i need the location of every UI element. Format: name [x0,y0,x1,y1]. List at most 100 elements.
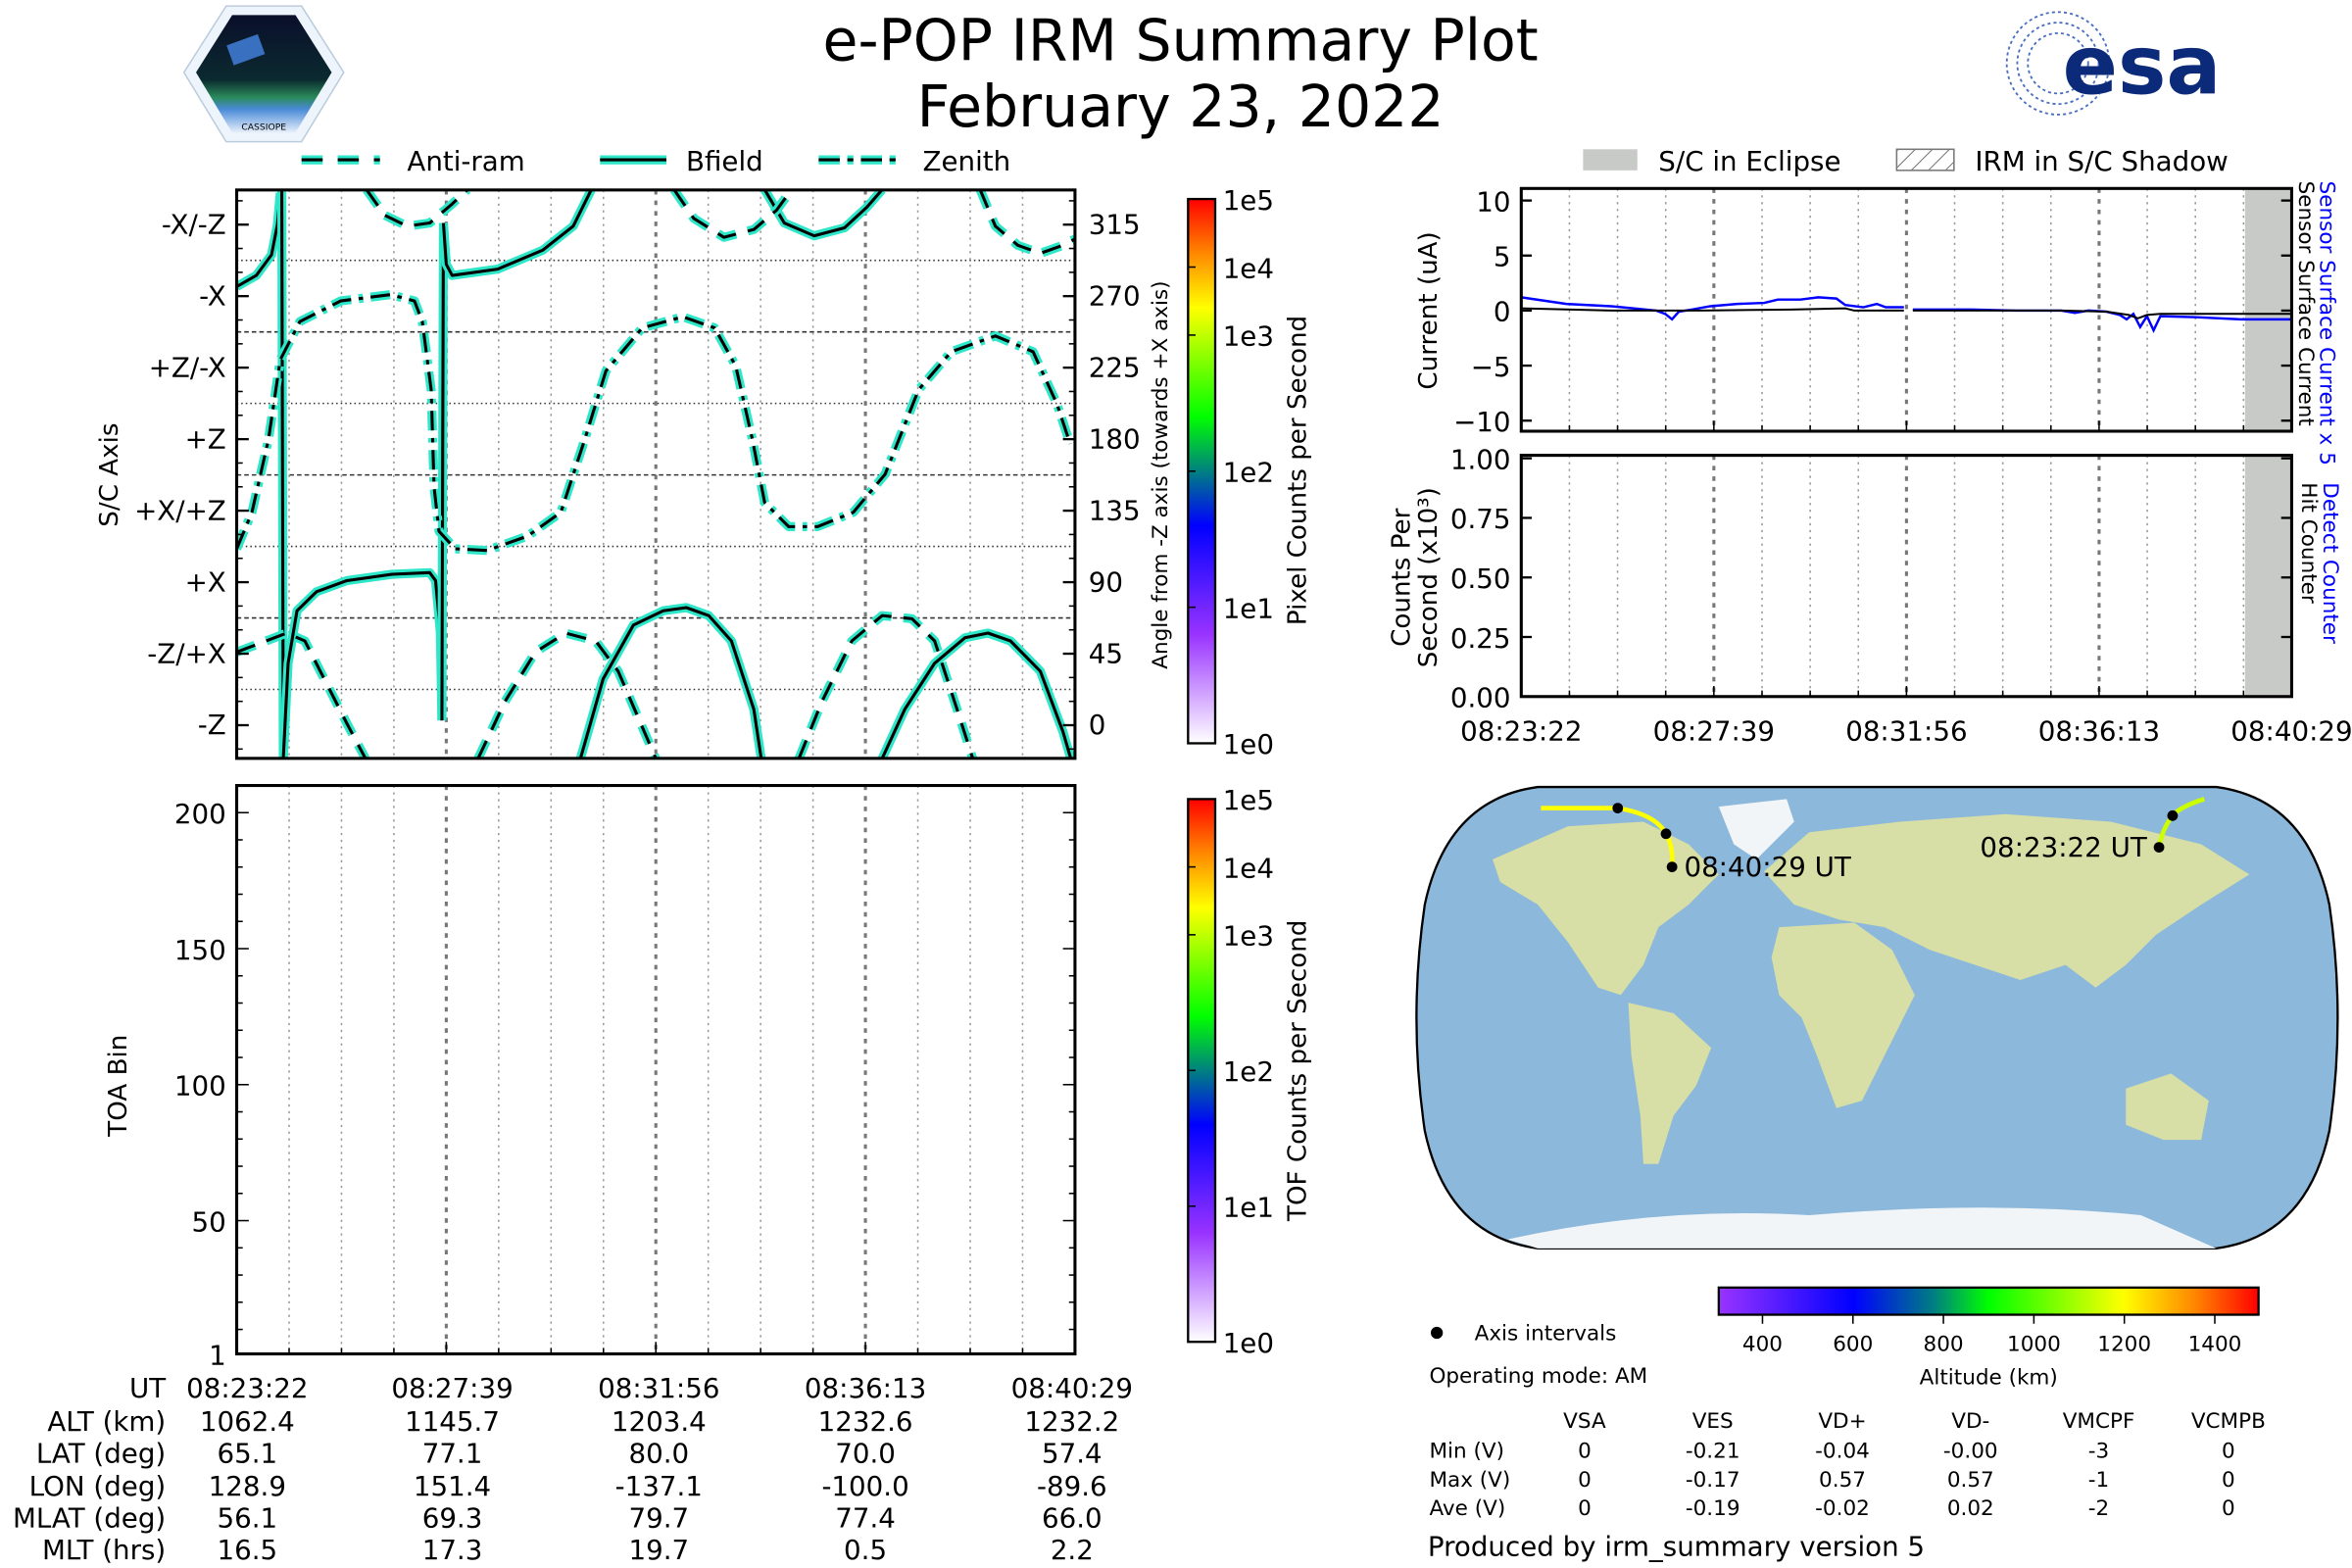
eclipse-legend: S/C in Eclipse IRM in S/C Shadow [1583,145,2229,177]
current-right-label-blue: Sensor Surface Current x 5 [2315,181,2339,466]
ephemeris-value: 80.0 [628,1437,689,1469]
bfield-trace [236,192,282,288]
counts-ylabel-line2: Second (x10³) [1414,487,1444,667]
pixel-counts-colorbar-tick-label: 1e2 [1223,457,1274,489]
attitude-axis-label: +Z [185,422,226,455]
bfield-trace [281,570,444,759]
toa-ytick-label: 100 [174,1070,226,1102]
pixel-counts-colorbar-tick-label: 1e1 [1223,592,1274,624]
voltage-value: 0 [1578,1440,1592,1464]
anti-ram-trace [672,189,793,239]
voltage-value: 0 [2222,1468,2235,1493]
map-land [1493,813,2250,1164]
voltage-value: -0.02 [1815,1496,1870,1521]
voltage-value: 0.57 [1947,1468,1994,1493]
ephemeris-value: 08:40:29 [1011,1372,1133,1404]
bfield-trace [762,189,884,238]
ground-track-map: 08:40:29 UT 08:23:22 UT [1415,785,2339,1250]
tof-counts-colorbar-tick-label: 1e3 [1223,920,1274,953]
bfield-trace [578,606,763,759]
time-axis-label: 08:40:29 [2230,714,2352,747]
ephemeris-value: 77.4 [835,1501,896,1534]
ephemeris-value: 17.3 [422,1534,483,1566]
altitude-tick-label: 800 [1924,1332,1964,1356]
ephemeris-value: 151.4 [414,1470,491,1502]
counts-ytick-label: 0.25 [1450,622,1511,655]
tof-counts-colorbar-tick-label: 1e5 [1223,784,1274,816]
bfield-trace [280,189,285,759]
counts-ytick-label: 0.50 [1450,563,1511,595]
attitude-axis-label: -Z/+X [147,637,225,669]
current-traces [1521,296,2292,333]
voltage-header: VES [1692,1409,1734,1434]
axis-interval-dot [1660,828,1672,840]
ephemeris-value: 08:27:39 [391,1372,513,1404]
attitude-axis-label: +Z/-X [149,351,226,383]
ephemeris-value: 16.5 [217,1534,277,1566]
legend-zenith: Zenith [923,145,1011,177]
ephemeris-value: 77.1 [422,1437,483,1469]
attitude-axis-label: +X [185,565,226,598]
time-axis-label: 08:23:22 [1460,714,1582,747]
ephemeris-value: -100.0 [821,1470,908,1502]
counts-ylabel-line1: Counts Per [1387,508,1416,646]
operating-mode: Operating mode: AM [1429,1364,1647,1389]
sensor-surface-current-x-5-line [1912,308,2292,333]
anti-ram-trace-outline [236,628,370,759]
altitude-colorbar [1717,1286,2260,1316]
current-ytick-label: −10 [1453,406,1510,438]
ephemeris-value: 08:23:22 [186,1372,308,1404]
attitude-axis-label: +X/+Z [134,494,226,526]
axis-intervals-legend: Axis intervals [1475,1322,1617,1347]
anti-ram-trace-outline [473,628,661,759]
zenith-trace-outline [236,290,1075,556]
voltage-value: -3 [2088,1440,2109,1464]
voltage-row-label: Max (V) [1429,1468,1510,1493]
bfield-trace [440,222,445,721]
voltage-value: -0.00 [1943,1440,1998,1464]
attitude-angle-label: 0 [1089,709,1106,741]
ephemeris-value: 69.3 [422,1501,483,1534]
ephemeris-value: 08:31:56 [598,1372,719,1404]
attitude-angle-label: 45 [1089,637,1123,669]
voltage-value: -1 [2088,1468,2109,1493]
bfield-trace-outline [438,189,596,280]
counts-ytick-label: 1.00 [1450,443,1511,475]
footer-text: Produced by irm_summary version 5 [1428,1531,1925,1563]
sensor-surface-current-x-5-line [1521,296,1904,321]
ephemeris-value: 57.4 [1042,1437,1102,1469]
counts-right-label-black: Hit Counter [2296,482,2321,604]
legend-bfield: Bfield [686,145,763,177]
track-start-label: 08:23:22 UT [1980,831,2146,863]
esa-logo: esa [2005,11,2221,116]
bfield-trace-outline [575,603,766,759]
attitude-axis-label: -Z [198,709,226,741]
ephemeris-value: 1145.7 [405,1405,500,1438]
ephemeris-row-label: MLT (hrs) [42,1534,166,1566]
ephemeris-value: 65.1 [217,1437,277,1469]
altitude-tick-label: 1200 [2097,1332,2151,1356]
anti-ram-trace [476,631,658,759]
pixel-counts-colorbar-tick-label: 1e5 [1223,184,1274,217]
current-ytick-label: 0 [1494,296,1511,328]
voltage-value: 0.57 [1819,1468,1866,1493]
counts-eclipse-band [2244,455,2292,697]
bfield-trace [441,189,593,277]
ephemeris-value: 70.0 [835,1437,896,1469]
tof-counts-colorbar-tick-label: 1e2 [1223,1055,1274,1088]
time-axis-label: 08:36:13 [2038,714,2160,747]
time-axis-label: 08:31:56 [1845,714,1967,747]
attitude-panel-frame [235,188,1077,760]
ephemeris-value: -137.1 [615,1470,703,1502]
anti-ram-trace [978,189,1075,255]
attitude-angle-label: 315 [1089,208,1141,240]
ephemeris-value: 1232.6 [818,1405,913,1438]
voltage-header: VSA [1563,1409,1606,1434]
voltage-value: 0.02 [1947,1496,1994,1521]
zenith-trace [236,293,1072,553]
altitude-tick-label: 600 [1833,1332,1873,1356]
legend-shadow: IRM in S/C Shadow [1975,145,2228,177]
current-ylabel: Current (uA) [1414,231,1444,389]
ephemeris-value: 128.9 [209,1470,286,1502]
